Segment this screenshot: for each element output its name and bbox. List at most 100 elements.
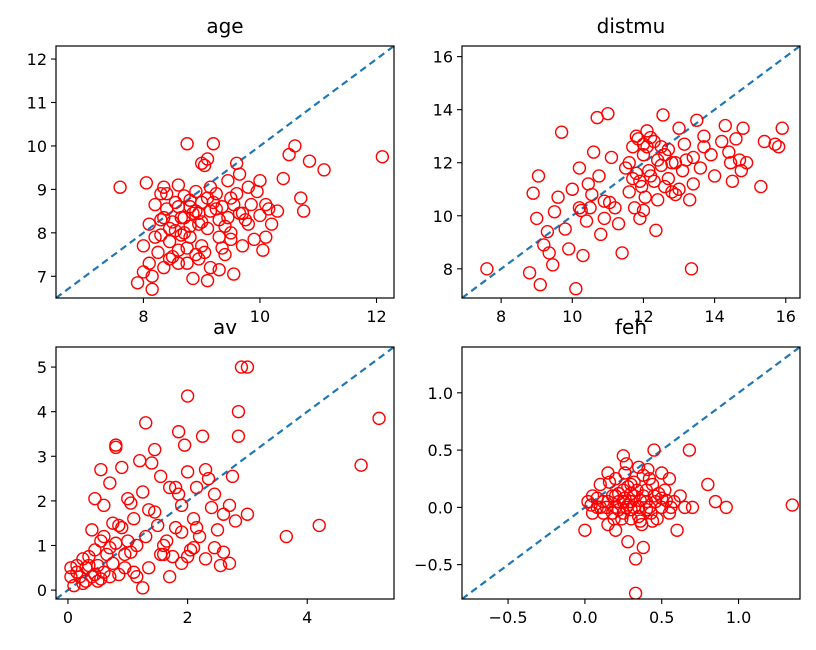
y-tick-label: 1.0 [428,384,453,403]
data-point [597,194,612,208]
data-point [647,443,661,457]
data-point [656,108,670,122]
data-point [197,245,212,260]
data-point [279,529,294,544]
data-point [276,171,290,186]
data-point [240,507,255,521]
data-point [201,471,216,486]
panel-title-feh: feh [615,315,647,339]
data-point [629,129,644,143]
data-point [638,190,652,204]
y-tick-label: 14 [433,101,453,120]
y-tick-label: 0.5 [428,441,453,460]
data-point [204,500,219,515]
y-tick-label: 11 [27,93,47,112]
data-point [480,262,494,276]
data-point [627,201,642,215]
data-point [599,500,614,515]
x-tick-label: 14 [704,307,724,326]
data-point [212,230,226,244]
data-point [296,204,311,218]
data-point [171,200,186,214]
data-point [785,498,800,512]
data-point [88,491,102,506]
data-point [97,498,111,513]
data-point [225,469,240,484]
data-point [583,201,597,215]
data-point [213,558,228,573]
data-point [142,503,156,517]
data-point [139,416,153,430]
data-point [604,150,619,165]
data-point [136,239,151,253]
data-point [633,174,647,188]
data-point [645,514,660,528]
data-point [678,500,692,515]
data-point [628,552,643,566]
data-point [317,163,331,177]
data-point [215,241,229,255]
panel-title-age: age [206,14,243,38]
data-point [174,498,189,513]
data-point [192,217,206,231]
data-point [684,262,699,276]
data-point [115,520,129,535]
points [480,106,789,296]
data-point [165,215,180,229]
data-point [198,462,213,477]
data-point [685,500,700,515]
data-point [690,113,704,127]
x-tick-label: 10 [562,307,582,326]
data-point [151,245,165,260]
data-point [294,191,308,205]
data-point [636,203,651,218]
data-point [148,442,162,457]
data-point [622,156,636,170]
data-point [153,469,168,484]
data-point [148,230,162,244]
y-tick-label: 5 [37,358,47,377]
data-point [200,191,215,205]
identity-line [56,46,394,298]
data-point [76,576,90,591]
x-tick-label: 0.5 [649,608,674,627]
data-point [183,543,198,557]
data-point [718,118,732,133]
x-tick-label: 2 [183,608,193,627]
data-point [526,186,540,200]
data-point [547,205,562,219]
data-point [197,158,212,173]
data-point [139,529,153,544]
data-point [145,269,159,283]
data-point [631,460,646,474]
data-point [234,360,249,374]
data-point [683,193,697,207]
data-point [162,569,177,584]
panel-feh: feh −0.5 0.0 0.5 1.0 −0.5 0.0 0.5 1.0 [414,315,801,627]
data-point [729,132,743,146]
data-point [682,443,697,457]
data-point [615,246,629,260]
data-point [621,535,635,549]
data-point [157,210,171,225]
data-point [282,147,296,162]
data-point [180,241,194,255]
data-point [160,187,174,201]
data-point [664,500,678,515]
data-point [186,512,201,526]
data-point [142,561,156,575]
data-point [650,193,665,207]
data-point [636,137,651,151]
data-point [109,438,123,452]
data-point [579,214,594,228]
data-point [235,239,250,253]
data-point [115,460,129,475]
y-tick-label: 8 [37,224,47,243]
data-point [533,278,547,292]
data-point [85,523,99,537]
data-point [171,178,186,192]
data-point [302,154,317,168]
data-point [229,187,244,201]
data-point [145,282,159,297]
